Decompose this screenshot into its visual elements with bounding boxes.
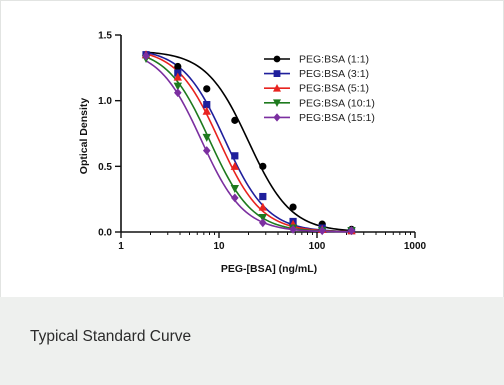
data-point-series-5	[174, 88, 182, 98]
data-point-series-3	[230, 161, 240, 170]
fit-curve-series-5	[145, 60, 352, 233]
legend-marker	[273, 84, 281, 92]
legend-label: PEG:BSA (10:1)	[299, 97, 375, 109]
data-point-series-4	[173, 82, 183, 91]
data-point-series-2	[231, 152, 239, 160]
y-tick-label: 0.0	[98, 228, 112, 239]
x-tick-label: 100	[309, 241, 326, 252]
data-point-series-2	[259, 192, 267, 201]
x-tick-label: 10	[213, 241, 225, 252]
x-axis-label: PEG-[BSA] (ng/mL)	[221, 263, 317, 275]
data-point-series-5	[231, 193, 239, 203]
data-point-series-5	[289, 224, 297, 234]
data-point-series-5	[347, 226, 356, 236]
y-tick-label: 0.5	[98, 162, 112, 173]
fit-curve-series-1	[145, 51, 352, 232]
data-point-series-3	[173, 72, 183, 81]
chart-panel: 1 10 100 1000 0.0 0.5 1.0 1.5 PEG:BSA (1:1) PEG:…	[0, 0, 504, 297]
legend-marker	[273, 113, 281, 122]
data-point-series-5	[142, 51, 150, 61]
data-point-series-1	[289, 203, 297, 211]
data-point-series-4	[230, 185, 240, 194]
data-point-series-5	[318, 226, 327, 236]
legend-label: PEG:BSA (15:1)	[299, 112, 375, 124]
legend-label: PEG:BSA (1:1)	[299, 54, 369, 66]
data-point-series-4	[202, 133, 211, 142]
data-point-series-1	[259, 162, 267, 170]
legend-label: PEG:BSA (3:1)	[299, 68, 369, 80]
data-point-series-2	[203, 101, 211, 109]
x-tick-label: 1	[118, 241, 124, 252]
y-axis-label: Optical Density	[78, 98, 90, 175]
y-tick-label: 1.5	[98, 31, 112, 42]
chart-legend: PEG:BSA (1:1) PEG:BSA (3:1) PEG:BSA (5:1) P…	[264, 54, 375, 124]
legend-label: PEG:BSA (5:1)	[299, 83, 369, 95]
figure-caption: Typical Standard Curve	[30, 328, 192, 345]
legend-marker	[273, 55, 281, 63]
data-point-series-5	[202, 146, 211, 155]
data-point-series-4	[258, 213, 268, 222]
data-point-series-1	[231, 116, 239, 124]
y-tick-label: 1.0	[98, 96, 112, 107]
data-point-series-3	[258, 202, 268, 211]
legend-marker	[273, 99, 281, 107]
data-point-series-5	[259, 218, 267, 228]
chart-axes: 1 10 100 1000 0.0 0.5 1.0 1.5	[98, 31, 426, 253]
caption-panel: Typical Standard Curve	[0, 297, 504, 385]
data-point-series-1	[174, 62, 182, 71]
data-point-series-1	[203, 85, 211, 93]
legend-marker	[273, 70, 281, 77]
data-point-series-3	[202, 106, 211, 115]
x-tick-label: 1000	[404, 241, 427, 252]
data-points	[141, 50, 356, 236]
